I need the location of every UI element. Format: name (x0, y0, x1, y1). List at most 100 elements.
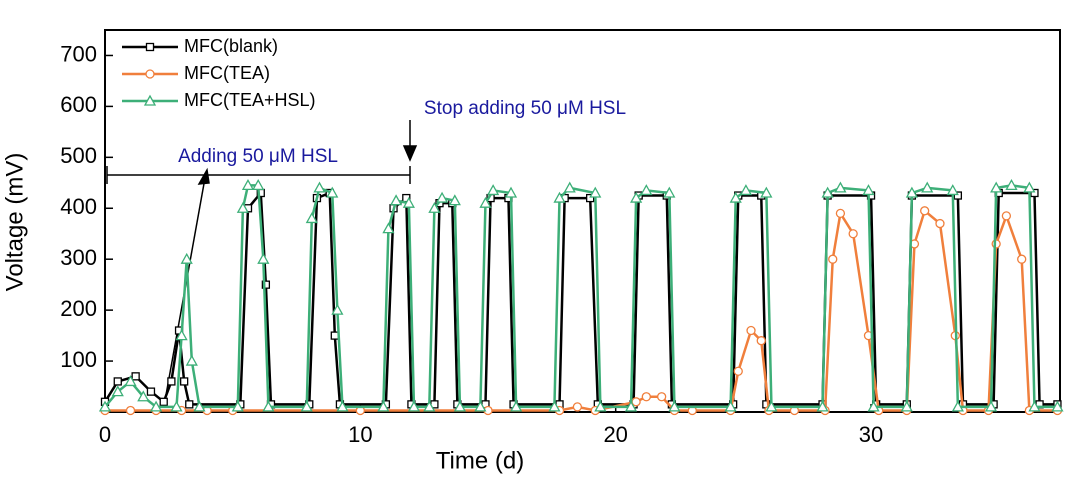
marker (159, 397, 168, 406)
marker (905, 186, 919, 198)
x-tick-label: 30 (859, 422, 883, 447)
marker (589, 186, 602, 198)
series (98, 179, 1064, 412)
marker (407, 400, 421, 412)
marker (479, 196, 492, 208)
marker (330, 331, 339, 340)
x-axis-label: Time (d) (436, 447, 524, 474)
x-tick-label: 0 (99, 422, 111, 447)
marker (729, 191, 742, 203)
y-axis-label: Voltage (mV) (1, 153, 28, 292)
y-tick-label: 600 (60, 92, 97, 117)
marker (663, 186, 676, 198)
marker (641, 392, 651, 402)
marker (236, 201, 249, 213)
marker (453, 400, 467, 412)
marker (131, 372, 140, 381)
marker (733, 366, 743, 376)
marker (124, 375, 137, 387)
marker (170, 400, 183, 412)
marker (862, 184, 875, 196)
y-tick-label: 400 (60, 194, 97, 219)
marker (1030, 188, 1039, 198)
marker (326, 186, 339, 198)
marker (305, 212, 318, 224)
marker (261, 280, 271, 289)
marker (990, 181, 1003, 193)
marker (257, 252, 270, 264)
marker (760, 186, 773, 198)
marker (180, 252, 193, 264)
marker (331, 303, 344, 315)
marker (594, 400, 607, 412)
marker (510, 400, 523, 412)
marker (113, 377, 122, 386)
marker (553, 191, 566, 203)
marker (137, 390, 150, 402)
marker (765, 400, 778, 412)
marker (640, 184, 653, 196)
marker (231, 400, 244, 412)
marker (668, 400, 681, 412)
marker (146, 387, 156, 396)
marker (1001, 211, 1012, 221)
marker (241, 179, 255, 190)
marker (180, 377, 189, 386)
marker (946, 184, 959, 196)
x-tick-label: 20 (603, 422, 627, 447)
marker (402, 196, 415, 208)
marker (746, 325, 756, 336)
y-tick-label: 500 (60, 143, 97, 168)
marker (111, 385, 124, 397)
marker (724, 400, 737, 412)
marker (252, 179, 265, 190)
marker (313, 181, 326, 193)
marker (336, 400, 349, 412)
marker (756, 336, 766, 346)
marker (1017, 254, 1027, 264)
marker (563, 181, 576, 193)
legend-marker (145, 42, 155, 52)
legend-label: MFC(TEA+HSL) (184, 90, 316, 110)
marker (377, 400, 390, 412)
marker (739, 184, 753, 196)
y-tick-label: 100 (60, 347, 97, 372)
marker (953, 191, 963, 200)
annotation: Stop adding 50 μM HSL (424, 98, 626, 119)
marker (185, 400, 194, 409)
marker (828, 254, 838, 264)
marker (951, 400, 964, 412)
marker (935, 218, 945, 229)
marker (389, 194, 403, 206)
marker (984, 400, 998, 412)
marker (920, 206, 930, 216)
y-tick-label: 700 (60, 41, 97, 66)
legend-marker (145, 69, 155, 79)
marker (474, 400, 487, 412)
marker (448, 194, 461, 206)
y-tick-label: 200 (60, 296, 97, 321)
marker (423, 400, 436, 412)
marker (816, 400, 829, 412)
marker (382, 222, 395, 234)
marker (631, 397, 641, 407)
marker (167, 377, 176, 386)
marker (630, 191, 643, 203)
marker (548, 400, 561, 412)
marker (175, 329, 188, 341)
marker (586, 193, 595, 203)
marker (624, 400, 638, 412)
marker (834, 181, 847, 193)
series (100, 188, 1062, 409)
plot-frame (104, 29, 1061, 413)
marker (1028, 400, 1041, 412)
annotation: Adding 50 μM HSL (178, 146, 338, 167)
marker (185, 354, 198, 366)
marker (921, 181, 934, 193)
marker (98, 400, 112, 412)
marker (262, 400, 275, 412)
marker (428, 201, 441, 213)
marker (1023, 181, 1036, 193)
marker (1005, 179, 1018, 190)
